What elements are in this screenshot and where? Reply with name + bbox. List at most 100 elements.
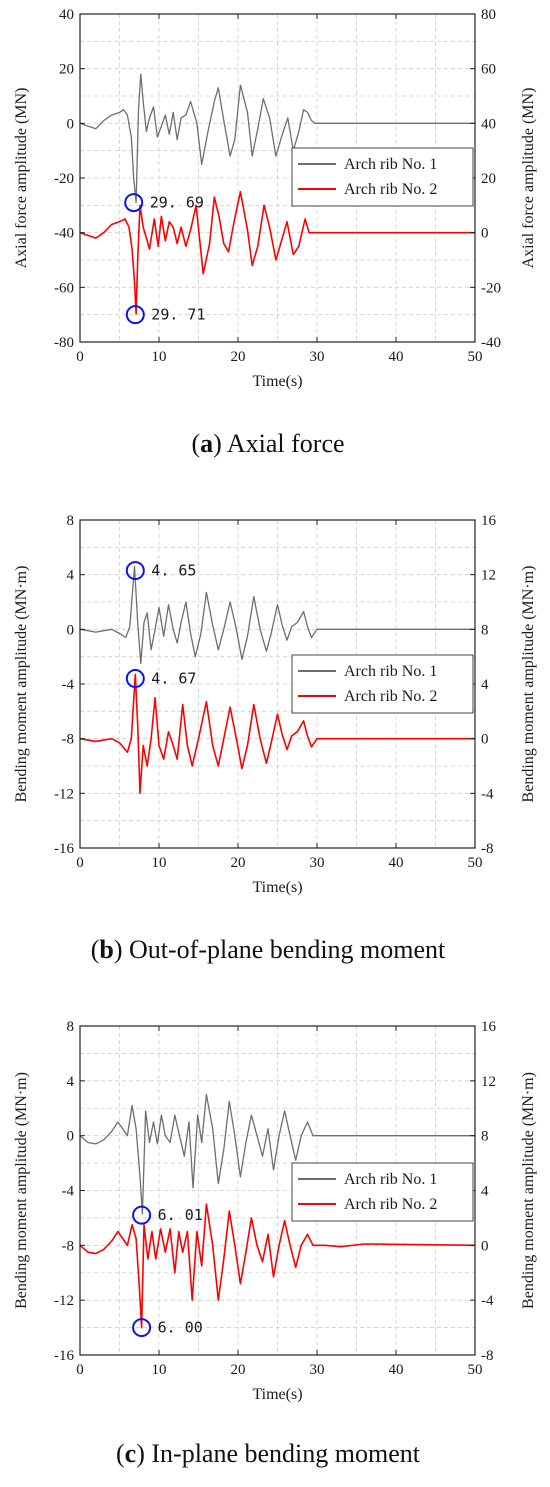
x-tick-label: 0 bbox=[76, 855, 84, 871]
y-tick-label-left: 20 bbox=[59, 62, 74, 78]
peak-value-label: 6. 00 bbox=[158, 1319, 203, 1337]
y-tick-label-right: -8 bbox=[481, 841, 494, 857]
y-axis-label-left: Bending moment amplitude (MN·m) bbox=[13, 1072, 30, 1309]
y-axis-label-right: Bending moment amplitude (MN·m) bbox=[520, 1072, 537, 1309]
x-tick-label: 0 bbox=[76, 349, 84, 365]
panel-out-of-plane-bending: 0 10 20 30 40 50 -16 -12 -8 -4 0 4 8 -8 -4 0 4 8 12 16 Time… bbox=[13, 513, 537, 964]
peak-annotations: 29. 69 29. 71 bbox=[124, 193, 205, 325]
legend-label-arch-rib-2: Arch rib No. 2 bbox=[344, 1196, 437, 1213]
legend-box bbox=[291, 1162, 474, 1222]
y-tick-label-left: -80 bbox=[54, 335, 74, 351]
x-tick-label: 30 bbox=[310, 349, 325, 365]
caption-text: In-plane bending moment bbox=[145, 1439, 421, 1468]
y-tick-label-right: -8 bbox=[481, 1348, 494, 1364]
y-axis-label-right: Axial force amplitude (MN) bbox=[520, 88, 537, 269]
y-tick-label-right: -4 bbox=[481, 786, 494, 802]
y-tick-label-left: -12 bbox=[54, 1293, 74, 1309]
x-tick-label: 30 bbox=[310, 1362, 325, 1378]
y-tick-label-right: -40 bbox=[481, 335, 501, 351]
y-tick-label-left: -40 bbox=[54, 226, 74, 242]
y-tick-label-right: 12 bbox=[481, 568, 496, 584]
x-tick-label: 50 bbox=[468, 349, 483, 365]
y-tick-label-right: 8 bbox=[481, 1129, 489, 1145]
peak-annotations: 6. 01 6. 00 bbox=[132, 1205, 203, 1338]
peak-annotations: 4. 65 4. 67 bbox=[125, 561, 196, 689]
legend-label-arch-rib-1: Arch rib No. 1 bbox=[344, 663, 437, 680]
y-tick-label-right: 16 bbox=[481, 513, 497, 529]
peak-value-label: 29. 69 bbox=[150, 194, 204, 212]
peak-marker-circle bbox=[125, 305, 145, 325]
y-tick-label-right: -20 bbox=[481, 280, 501, 296]
x-tick-label: 0 bbox=[76, 1362, 84, 1378]
series-line-arch-rib-1 bbox=[79, 565, 475, 665]
peak-marker-circle bbox=[125, 561, 145, 581]
y-tick-label-right: 8 bbox=[481, 622, 489, 638]
x-tick-label: 20 bbox=[231, 1362, 246, 1378]
caption-letter: c bbox=[125, 1439, 137, 1468]
series-line-arch-rib-1 bbox=[79, 73, 475, 204]
legend: Arch rib No. 1 Arch rib No. 2 bbox=[291, 147, 474, 207]
caption-letter: a bbox=[200, 429, 213, 458]
x-tick-label: 40 bbox=[389, 1362, 404, 1378]
x-tick-label: 50 bbox=[468, 855, 483, 871]
y-tick-label-left: 4 bbox=[67, 1074, 75, 1090]
series-line-arch-rib-2 bbox=[79, 673, 475, 795]
y-tick-label-left: 0 bbox=[67, 622, 75, 638]
tick-labels: 0 10 20 30 40 50 -80 -60 -40 -20 0 20 40 -40 -20 0 20 40 6… bbox=[54, 7, 501, 365]
legend-label-arch-rib-1: Arch rib No. 1 bbox=[344, 156, 437, 173]
panel-in-plane-bending: 0 10 20 30 40 50 -16 -12 -8 -4 0 4 8 -8 -4 0 4 8 12 16 Time… bbox=[13, 1019, 537, 1468]
y-tick-label-left: -16 bbox=[54, 841, 74, 857]
y-tick-label-left: -4 bbox=[62, 677, 75, 693]
y-tick-label-left: -8 bbox=[62, 732, 75, 748]
series-line-arch-rib-1 bbox=[79, 1093, 475, 1215]
x-axis-label: Time(s) bbox=[252, 879, 302, 896]
y-tick-label-left: 40 bbox=[59, 7, 74, 23]
legend: Arch rib No. 1 Arch rib No. 2 bbox=[291, 1162, 474, 1222]
y-tick-label-right: 0 bbox=[481, 1238, 489, 1254]
caption-letter: b bbox=[99, 935, 113, 964]
y-tick-label-right: 0 bbox=[481, 226, 489, 242]
y-tick-label-left: -4 bbox=[62, 1184, 75, 1200]
y-tick-label-right: 40 bbox=[481, 116, 496, 132]
y-tick-label-left: 8 bbox=[67, 1019, 75, 1035]
x-tick-label: 20 bbox=[231, 855, 246, 871]
panel-caption: (b) Out-of-plane bending moment bbox=[91, 935, 446, 964]
tick-labels: 0 10 20 30 40 50 -16 -12 -8 -4 0 4 8 -8 -4 0 4 8 12 16 bbox=[54, 1019, 497, 1378]
y-tick-label-right: 4 bbox=[481, 677, 489, 693]
x-tick-label: 10 bbox=[152, 349, 167, 365]
y-tick-label-right: 12 bbox=[481, 1074, 496, 1090]
series-layer bbox=[79, 73, 475, 315]
legend-label-arch-rib-2: Arch rib No. 2 bbox=[344, 181, 437, 198]
y-tick-label-left: 4 bbox=[67, 568, 75, 584]
y-tick-label-right: 80 bbox=[481, 7, 496, 23]
y-axis-label-left: Axial force amplitude (MN) bbox=[13, 88, 30, 269]
y-axis-label-right: Bending moment amplitude (MN·m) bbox=[520, 566, 537, 803]
panel-caption: (a) Axial force bbox=[191, 429, 344, 458]
x-tick-label: 20 bbox=[231, 349, 246, 365]
x-tick-label: 40 bbox=[389, 855, 404, 871]
peak-value-label: 6. 01 bbox=[158, 1206, 203, 1224]
peak-value-label: 29. 71 bbox=[151, 306, 205, 324]
y-tick-label-left: -12 bbox=[54, 786, 74, 802]
y-tick-label-left: 0 bbox=[67, 116, 75, 132]
x-axis-label: Time(s) bbox=[252, 373, 302, 390]
y-tick-label-right: 4 bbox=[481, 1184, 489, 1200]
legend: Arch rib No. 1 Arch rib No. 2 bbox=[291, 654, 474, 714]
y-axis-label-left: Bending moment amplitude (MN·m) bbox=[13, 566, 30, 803]
y-tick-label-left: -60 bbox=[54, 280, 74, 296]
y-tick-label-left: 8 bbox=[67, 513, 75, 529]
y-tick-label-right: 60 bbox=[481, 62, 496, 78]
x-tick-label: 10 bbox=[152, 1362, 167, 1378]
x-axis-label: Time(s) bbox=[252, 1386, 302, 1403]
y-tick-label-right: -4 bbox=[481, 1293, 494, 1309]
y-tick-label-left: 0 bbox=[67, 1129, 75, 1145]
legend-label-arch-rib-1: Arch rib No. 1 bbox=[344, 1171, 437, 1188]
peak-marker-circle bbox=[132, 1205, 152, 1225]
y-tick-label-left: -20 bbox=[54, 171, 74, 187]
series-line-arch-rib-2 bbox=[79, 190, 475, 315]
panel-axial-force: 0 10 20 30 40 50 -80 -60 -40 -20 0 20 40 -40 -20 0 20 40 6… bbox=[13, 7, 537, 458]
series-line-arch-rib-2 bbox=[79, 1203, 476, 1329]
series-layer bbox=[79, 565, 475, 795]
x-tick-label: 50 bbox=[468, 1362, 483, 1378]
